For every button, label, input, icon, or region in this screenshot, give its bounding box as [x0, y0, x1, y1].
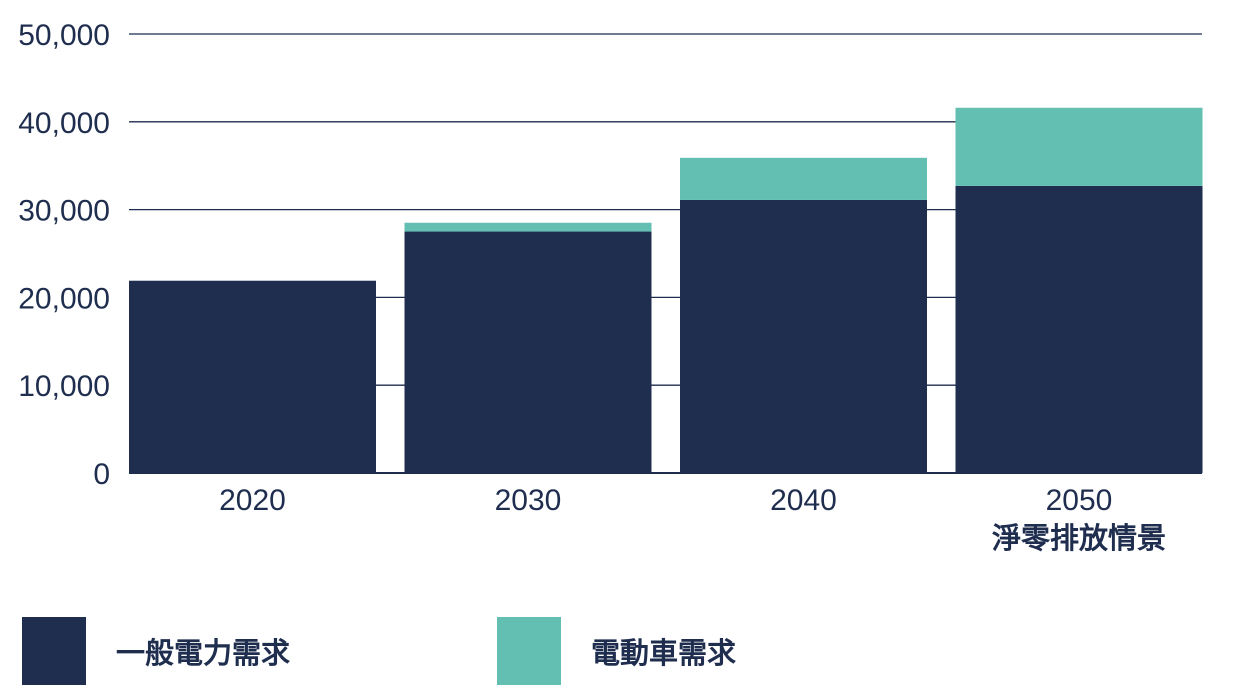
- bar-chart: 0 10,000 20,000 30,000 40,000 50,000 2020 2030…: [18, 19, 1203, 555]
- y-tick-label: 30,000: [18, 195, 110, 228]
- legend-item-ev: 電動車需求: [497, 617, 736, 685]
- legend: 一般電力需求 電動車需求: [22, 617, 1222, 685]
- bar-general-demand: [129, 280, 376, 473]
- bar-general-demand: [955, 185, 1203, 474]
- bar-ev-demand: [680, 157, 927, 200]
- bars: [129, 107, 1203, 474]
- legend-item-general: 一般電力需求: [22, 617, 290, 685]
- bar-ev-demand: [404, 222, 652, 232]
- y-axis-tick-labels: 0 10,000 20,000 30,000 40,000 50,000: [18, 19, 110, 491]
- x-tick-label: 2050: [1046, 484, 1113, 517]
- y-tick-label: 40,000: [18, 107, 110, 140]
- x-tick-label: 2020: [219, 484, 286, 517]
- x-tick-sublabel: 淨零排放情景: [992, 521, 1166, 555]
- y-tick-label: 50,000: [18, 19, 110, 52]
- x-tick-label: 2030: [495, 484, 562, 517]
- legend-label-general: 一般電力需求: [116, 636, 291, 670]
- x-tick-label: 2040: [770, 484, 837, 517]
- bar-general-demand: [680, 199, 927, 473]
- legend-swatch-ev: [497, 617, 561, 685]
- legend-label-ev: 電動車需求: [591, 636, 737, 670]
- y-tick-label: 20,000: [18, 282, 110, 315]
- y-tick-label: 10,000: [18, 370, 110, 403]
- y-tick-label: 0: [93, 458, 110, 491]
- x-axis-tick-labels: 2020 2030 2040 2050 淨零排放情景: [219, 484, 1166, 555]
- bar-general-demand: [404, 231, 652, 473]
- bar-ev-demand: [955, 107, 1203, 186]
- legend-swatch-general: [22, 617, 86, 685]
